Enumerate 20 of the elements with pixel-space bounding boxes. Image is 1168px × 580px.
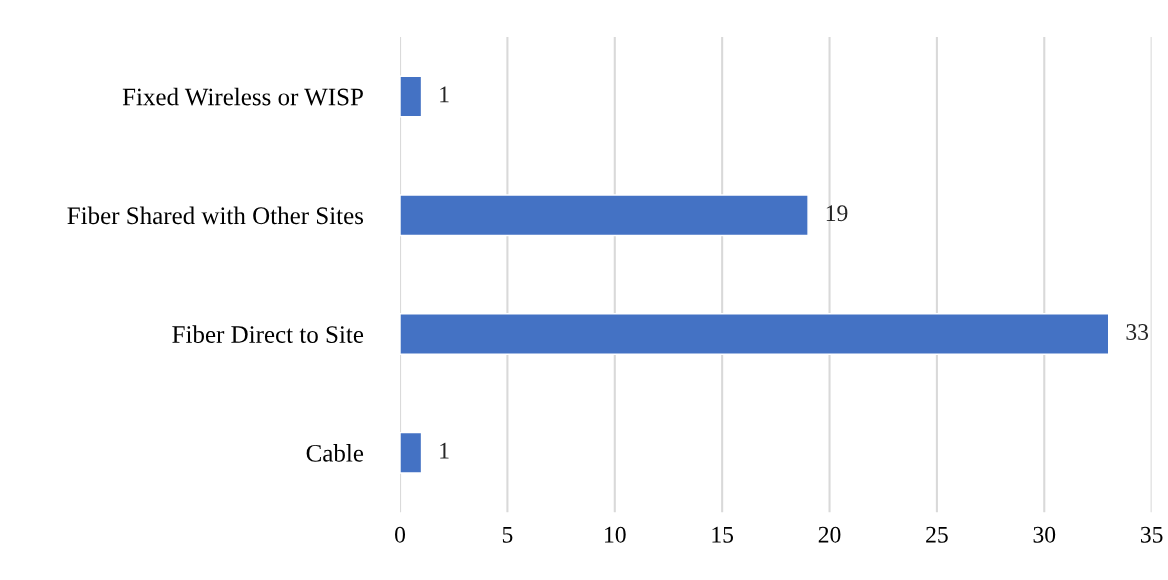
data-label: 33 bbox=[1126, 324, 1149, 340]
y-tick-label: Fiber Shared with Other Sites bbox=[67, 206, 364, 225]
x-tick-label: 15 bbox=[712, 526, 734, 543]
bar bbox=[400, 194, 809, 237]
x-tick-label: 25 bbox=[926, 526, 948, 543]
bar bbox=[400, 75, 423, 118]
x-tick-label: 20 bbox=[818, 526, 841, 543]
x-tick-label: 5 bbox=[502, 526, 513, 543]
bar bbox=[400, 313, 1110, 355]
bar bbox=[400, 431, 423, 474]
y-tick-label: Fiber Direct to Site bbox=[172, 325, 364, 343]
x-tick-label: 30 bbox=[1033, 526, 1056, 543]
data-label: 19 bbox=[826, 205, 848, 222]
x-tick-label: 0 bbox=[395, 526, 406, 543]
data-label: 1 bbox=[440, 86, 449, 103]
data-label: 1 bbox=[440, 442, 449, 459]
x-tick-label: 10 bbox=[605, 526, 626, 543]
x-tick-label: 35 bbox=[1140, 526, 1163, 543]
y-tick-label: Cable bbox=[306, 444, 364, 462]
y-tick-label: Fixed Wireless or WISP bbox=[122, 87, 363, 106]
